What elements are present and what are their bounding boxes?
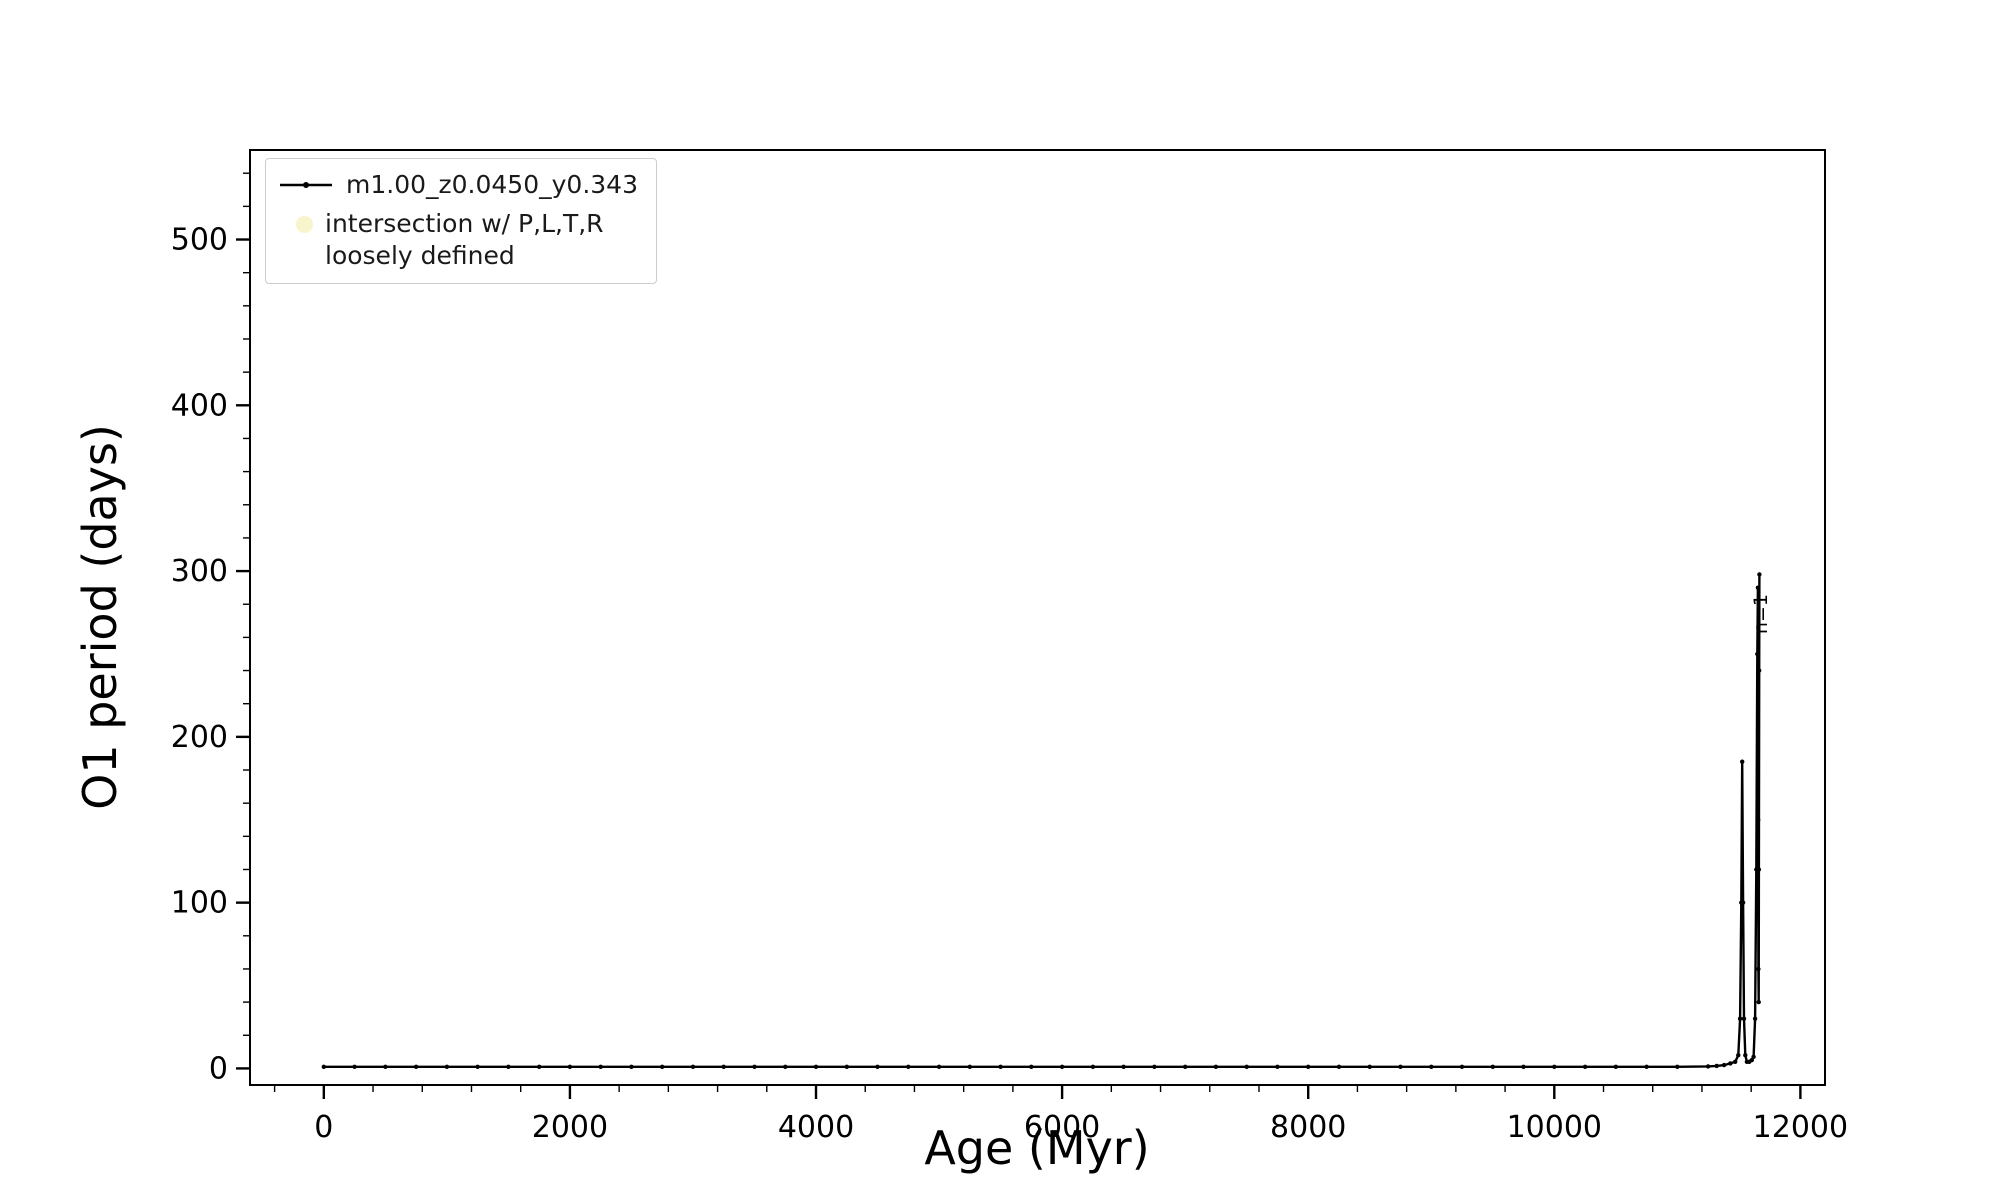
y-tick-label: 400 xyxy=(171,388,228,423)
legend: m1.00_z0.0450_y0.343 intersection w/ P,L… xyxy=(265,158,657,284)
data-marker xyxy=(1152,1064,1157,1070)
data-marker xyxy=(506,1064,511,1070)
data-marker xyxy=(1743,1053,1748,1058)
data-marker xyxy=(629,1064,634,1070)
x-tick-label: 2000 xyxy=(532,1110,608,1145)
data-marker xyxy=(1755,585,1761,590)
data-marker xyxy=(1398,1064,1403,1070)
data-marker xyxy=(813,1064,819,1070)
x-tick-label: 8000 xyxy=(1270,1110,1346,1145)
data-marker xyxy=(352,1064,357,1070)
x-tick-label: 12000 xyxy=(1753,1110,1848,1145)
data-marker xyxy=(1756,867,1762,872)
data-marker xyxy=(1756,817,1761,822)
data-marker xyxy=(1757,668,1762,673)
data-marker xyxy=(1756,966,1761,972)
data-marker xyxy=(1429,1064,1434,1070)
legend-entry-intersection: intersection w/ P,L,T,R loosely defined xyxy=(278,208,638,271)
data-marker xyxy=(1275,1064,1280,1070)
data-marker xyxy=(967,1064,972,1070)
data-marker xyxy=(567,1064,573,1070)
annotation-text: n=1 xyxy=(1750,594,1772,634)
data-marker xyxy=(783,1064,788,1070)
y-tick-label: 100 xyxy=(171,886,228,921)
data-marker xyxy=(1552,1064,1557,1070)
data-marker xyxy=(598,1064,603,1070)
data-marker xyxy=(1757,572,1762,577)
data-marker xyxy=(690,1064,696,1070)
data-marker xyxy=(537,1064,542,1070)
data-marker xyxy=(1755,651,1760,657)
data-marker xyxy=(1367,1064,1372,1070)
x-axis-label: Age (Myr) xyxy=(924,1121,1150,1175)
y-tick-label: 0 xyxy=(209,1051,228,1086)
data-marker xyxy=(752,1064,757,1070)
x-tick-label: 6000 xyxy=(1024,1110,1100,1145)
data-marker xyxy=(1306,1064,1311,1070)
circle-marker-icon xyxy=(296,216,313,234)
data-marker xyxy=(383,1064,388,1070)
data-marker xyxy=(906,1064,911,1070)
data-marker xyxy=(1121,1064,1126,1070)
data-marker xyxy=(844,1064,849,1070)
data-marker xyxy=(1756,999,1761,1005)
x-tick-label: 10000 xyxy=(1507,1110,1602,1145)
data-marker xyxy=(1714,1063,1719,1069)
data-marker xyxy=(1751,1054,1756,1060)
y-tick-label: 500 xyxy=(171,223,228,258)
y-axis-label: O1 period (days) xyxy=(73,424,127,810)
x-tick-label: 0 xyxy=(314,1110,333,1145)
data-marker xyxy=(1521,1064,1526,1070)
data-marker xyxy=(1090,1064,1096,1070)
data-marker xyxy=(1213,1064,1219,1070)
data-marker xyxy=(1336,1064,1342,1070)
legend-label-intersection: intersection w/ P,L,T,R loosely defined xyxy=(325,209,604,270)
data-marker xyxy=(936,1064,942,1070)
data-marker xyxy=(998,1064,1003,1070)
data-line xyxy=(323,574,1761,1068)
data-marker xyxy=(1749,1057,1755,1063)
data-marker xyxy=(1721,1062,1727,1068)
data-marker xyxy=(721,1064,726,1070)
data-marker xyxy=(1490,1064,1496,1070)
data-marker xyxy=(1675,1064,1680,1070)
data-marker xyxy=(1183,1064,1188,1070)
data-marker xyxy=(1582,1064,1588,1070)
data-marker xyxy=(1728,1061,1733,1066)
data-marker xyxy=(1741,1016,1747,1021)
data-marker xyxy=(444,1064,450,1070)
data-marker xyxy=(413,1064,419,1070)
data-marker xyxy=(1705,1064,1711,1069)
y-tick-label: 300 xyxy=(171,554,228,589)
data-marker xyxy=(660,1064,665,1070)
data-marker xyxy=(475,1064,480,1070)
data-marker xyxy=(1737,1016,1743,1021)
plot-frame xyxy=(249,149,1826,1086)
data-marker xyxy=(1029,1064,1034,1070)
data-marker xyxy=(1244,1064,1249,1070)
data-marker xyxy=(1736,1053,1741,1058)
data-marker xyxy=(1059,1064,1065,1070)
y-tick-label: 200 xyxy=(171,720,228,755)
data-marker xyxy=(1740,759,1745,764)
legend-label-series: m1.00_z0.0450_y0.343 xyxy=(346,170,638,199)
data-marker xyxy=(1740,900,1746,905)
line-marker-icon xyxy=(280,181,332,188)
data-marker xyxy=(321,1064,326,1070)
data-marker xyxy=(875,1064,880,1070)
data-marker xyxy=(1644,1064,1649,1070)
legend-entry-series: m1.00_z0.0450_y0.343 xyxy=(278,169,638,200)
data-marker xyxy=(1459,1064,1465,1070)
data-marker xyxy=(1613,1064,1619,1070)
data-marker xyxy=(1733,1059,1738,1065)
x-tick-label: 4000 xyxy=(778,1110,854,1145)
data-marker xyxy=(1752,1016,1758,1021)
